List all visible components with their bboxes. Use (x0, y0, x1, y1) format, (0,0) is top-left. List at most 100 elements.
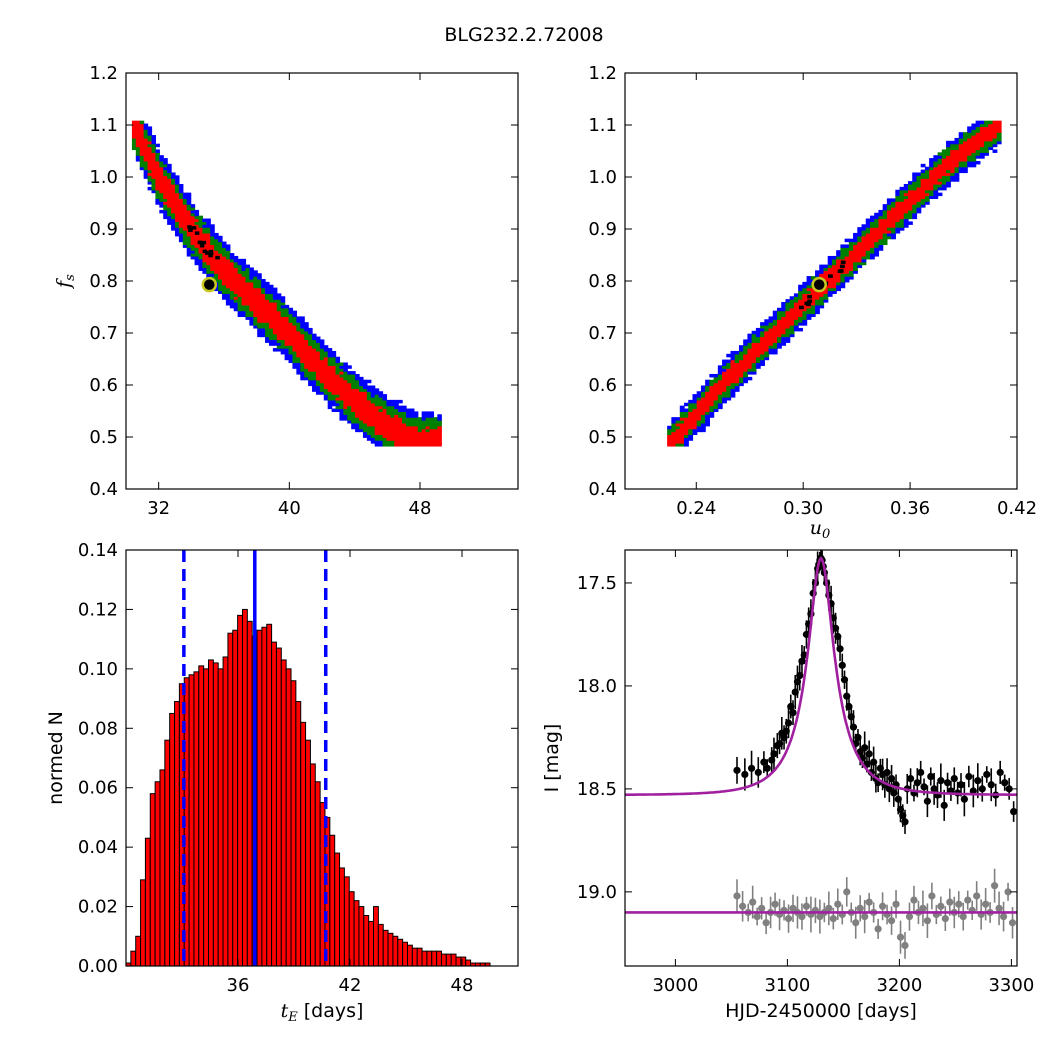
heatmap-cell (292, 310, 297, 315)
heatmap-cell (225, 255, 231, 260)
heatmap-cell (684, 420, 689, 424)
heatmap-cell (734, 362, 740, 366)
heatmap-cell (747, 376, 753, 381)
heatmap-cell (163, 186, 168, 191)
heatmap-cell (280, 296, 286, 300)
heatmap-cell (296, 327, 301, 332)
heatmap-cell (319, 385, 325, 389)
histogram-bar (280, 659, 287, 966)
heatmap-cell (323, 391, 329, 395)
heatmap-cell (827, 264, 833, 269)
heatmap-cell (171, 218, 176, 223)
heatmap-cell (823, 290, 829, 294)
heatmap-cell (920, 195, 926, 199)
heatmap-cell (343, 411, 348, 415)
heatmap-cell (229, 276, 235, 280)
heatmap-cell (190, 218, 196, 223)
heatmap-cell (713, 402, 719, 407)
heatmap-cell (163, 183, 168, 188)
heatmap-cell (151, 169, 157, 174)
heatmap-cell (777, 327, 782, 332)
heatmap-cell (178, 209, 184, 214)
heatmap-cell (882, 230, 888, 234)
heatmap-cell (237, 258, 243, 263)
heatmap-cell (764, 322, 770, 326)
heatmap-cell (891, 221, 896, 225)
heatmap-cell (163, 192, 168, 197)
heatmap-cell (206, 273, 211, 277)
heatmap-cell (151, 183, 157, 188)
heatmap-cell (186, 195, 192, 199)
heatmap-cell (366, 434, 372, 438)
heatmap-cell (182, 212, 188, 217)
heatmap-cell (781, 333, 787, 338)
heatmap-cell (831, 273, 837, 277)
heatmap-cell (899, 218, 905, 223)
heatmap-cell (218, 284, 223, 289)
heatmap-cell (823, 276, 829, 280)
heatmap-cell (696, 391, 702, 395)
data-point (964, 896, 972, 904)
heatmap-cell (167, 204, 172, 208)
heatmap-cell (831, 270, 837, 274)
heatmap-cell (988, 123, 994, 128)
heatmap-cell (284, 356, 290, 361)
heatmap-cell (331, 376, 337, 381)
heatmap-cell (958, 158, 964, 162)
heatmap-cell (827, 258, 833, 263)
heatmap-cell (249, 290, 254, 294)
heatmap-cell (722, 391, 727, 395)
histogram-bar (455, 956, 462, 966)
heatmap-cell (713, 379, 719, 384)
heatmap-cell (751, 333, 757, 338)
heatmap-cell (772, 336, 778, 341)
heatmap-cell (789, 307, 795, 312)
heatmap-cell (355, 385, 360, 389)
heatmap-cell (793, 327, 799, 332)
heatmap-cell (296, 365, 301, 369)
heatmap-cell (823, 299, 829, 303)
heatmap-cell (406, 437, 411, 441)
heatmap-cell (950, 158, 956, 162)
heatmap-cell (331, 399, 337, 404)
heatmap-cell (159, 195, 164, 199)
heatmap-cell (988, 129, 994, 133)
heatmap-cell (374, 417, 380, 421)
heatmap-cell (229, 287, 235, 292)
heatmap-cell (229, 281, 235, 286)
heatmap-cell (186, 235, 192, 240)
data-point (905, 912, 914, 921)
heatmap-cell (135, 152, 141, 156)
heatmap-cell (288, 310, 294, 315)
heatmap-cell (386, 417, 391, 421)
heatmap-cell (194, 250, 200, 254)
heatmap-cell (174, 221, 180, 225)
heatmap-cell (288, 322, 294, 326)
heatmap-cell (233, 267, 239, 271)
heatmap-cell (895, 201, 901, 205)
heatmap-cell (237, 261, 243, 266)
heatmap-cell (280, 304, 286, 309)
heatmap-cell (268, 333, 274, 338)
heatmap-cell (730, 353, 736, 358)
heatmap-cell (319, 339, 325, 343)
heatmap-cell (840, 273, 846, 277)
heatmap-cell (178, 204, 184, 208)
heatmap-cell (899, 198, 905, 202)
heatmap-cell (151, 181, 157, 185)
heatmap-cell (679, 425, 685, 430)
heatmap-cell (331, 373, 337, 378)
heatmap-cell (163, 204, 168, 208)
heatmap-cell (155, 195, 160, 199)
heatmap-cell (781, 336, 787, 341)
heatmap-cell (899, 207, 905, 211)
heatmap-cell (941, 152, 947, 156)
heatmap-cell (696, 405, 702, 410)
heatmap-cell (882, 232, 888, 237)
heatmap-cell (253, 287, 258, 292)
heatmap-cell (359, 422, 364, 427)
data-point (927, 772, 935, 781)
heatmap-cell (929, 192, 934, 197)
heatmap-cell (323, 356, 329, 361)
heatmap-cell (975, 143, 981, 148)
